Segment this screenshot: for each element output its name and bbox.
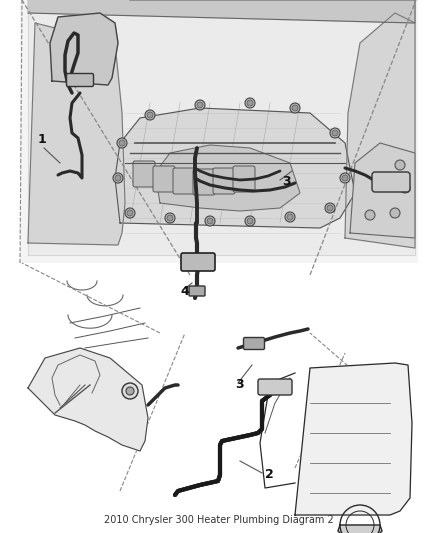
FancyBboxPatch shape (181, 253, 215, 271)
Circle shape (395, 160, 405, 170)
FancyBboxPatch shape (67, 74, 93, 86)
Circle shape (245, 98, 255, 108)
FancyBboxPatch shape (258, 379, 292, 395)
Circle shape (117, 138, 127, 148)
Polygon shape (50, 13, 118, 85)
Circle shape (332, 130, 338, 136)
Circle shape (125, 208, 135, 218)
Circle shape (207, 218, 213, 224)
Polygon shape (28, 23, 125, 245)
Polygon shape (338, 525, 382, 533)
Text: 3: 3 (282, 175, 291, 188)
FancyBboxPatch shape (153, 166, 175, 192)
FancyBboxPatch shape (372, 172, 410, 192)
Circle shape (147, 112, 153, 118)
Circle shape (205, 216, 215, 226)
Circle shape (245, 216, 255, 226)
Circle shape (197, 102, 203, 108)
FancyBboxPatch shape (133, 161, 155, 187)
Circle shape (126, 387, 134, 395)
Polygon shape (28, 3, 415, 255)
Circle shape (127, 210, 133, 216)
Text: 1: 1 (38, 133, 47, 146)
Text: 4: 4 (180, 285, 189, 298)
Circle shape (400, 183, 410, 193)
Circle shape (195, 100, 205, 110)
Circle shape (290, 103, 300, 113)
Polygon shape (345, 13, 415, 248)
Polygon shape (115, 108, 355, 228)
Circle shape (115, 175, 121, 181)
Circle shape (145, 110, 155, 120)
Circle shape (247, 100, 253, 106)
Circle shape (330, 128, 340, 138)
Text: 2010 Chrysler 300 Heater Plumbing Diagram 2: 2010 Chrysler 300 Heater Plumbing Diagra… (104, 515, 334, 525)
Polygon shape (28, 348, 148, 451)
FancyBboxPatch shape (173, 168, 195, 194)
Circle shape (390, 208, 400, 218)
Circle shape (327, 205, 333, 211)
Polygon shape (155, 145, 300, 211)
FancyBboxPatch shape (189, 286, 205, 296)
Text: 3: 3 (235, 378, 244, 391)
FancyBboxPatch shape (213, 168, 235, 194)
Circle shape (285, 212, 295, 222)
Circle shape (113, 173, 123, 183)
Circle shape (342, 175, 348, 181)
Polygon shape (295, 363, 412, 515)
FancyBboxPatch shape (233, 166, 255, 192)
Bar (20, 0, 418, 263)
FancyBboxPatch shape (193, 169, 215, 195)
Circle shape (167, 215, 173, 221)
Text: 2: 2 (265, 468, 274, 481)
Polygon shape (28, 0, 415, 23)
Polygon shape (350, 143, 415, 238)
Circle shape (325, 203, 335, 213)
Circle shape (340, 173, 350, 183)
Circle shape (119, 140, 125, 146)
Circle shape (292, 105, 298, 111)
Circle shape (365, 210, 375, 220)
Circle shape (165, 213, 175, 223)
Circle shape (247, 218, 253, 224)
Circle shape (122, 383, 138, 399)
Circle shape (287, 214, 293, 220)
FancyBboxPatch shape (244, 337, 265, 350)
